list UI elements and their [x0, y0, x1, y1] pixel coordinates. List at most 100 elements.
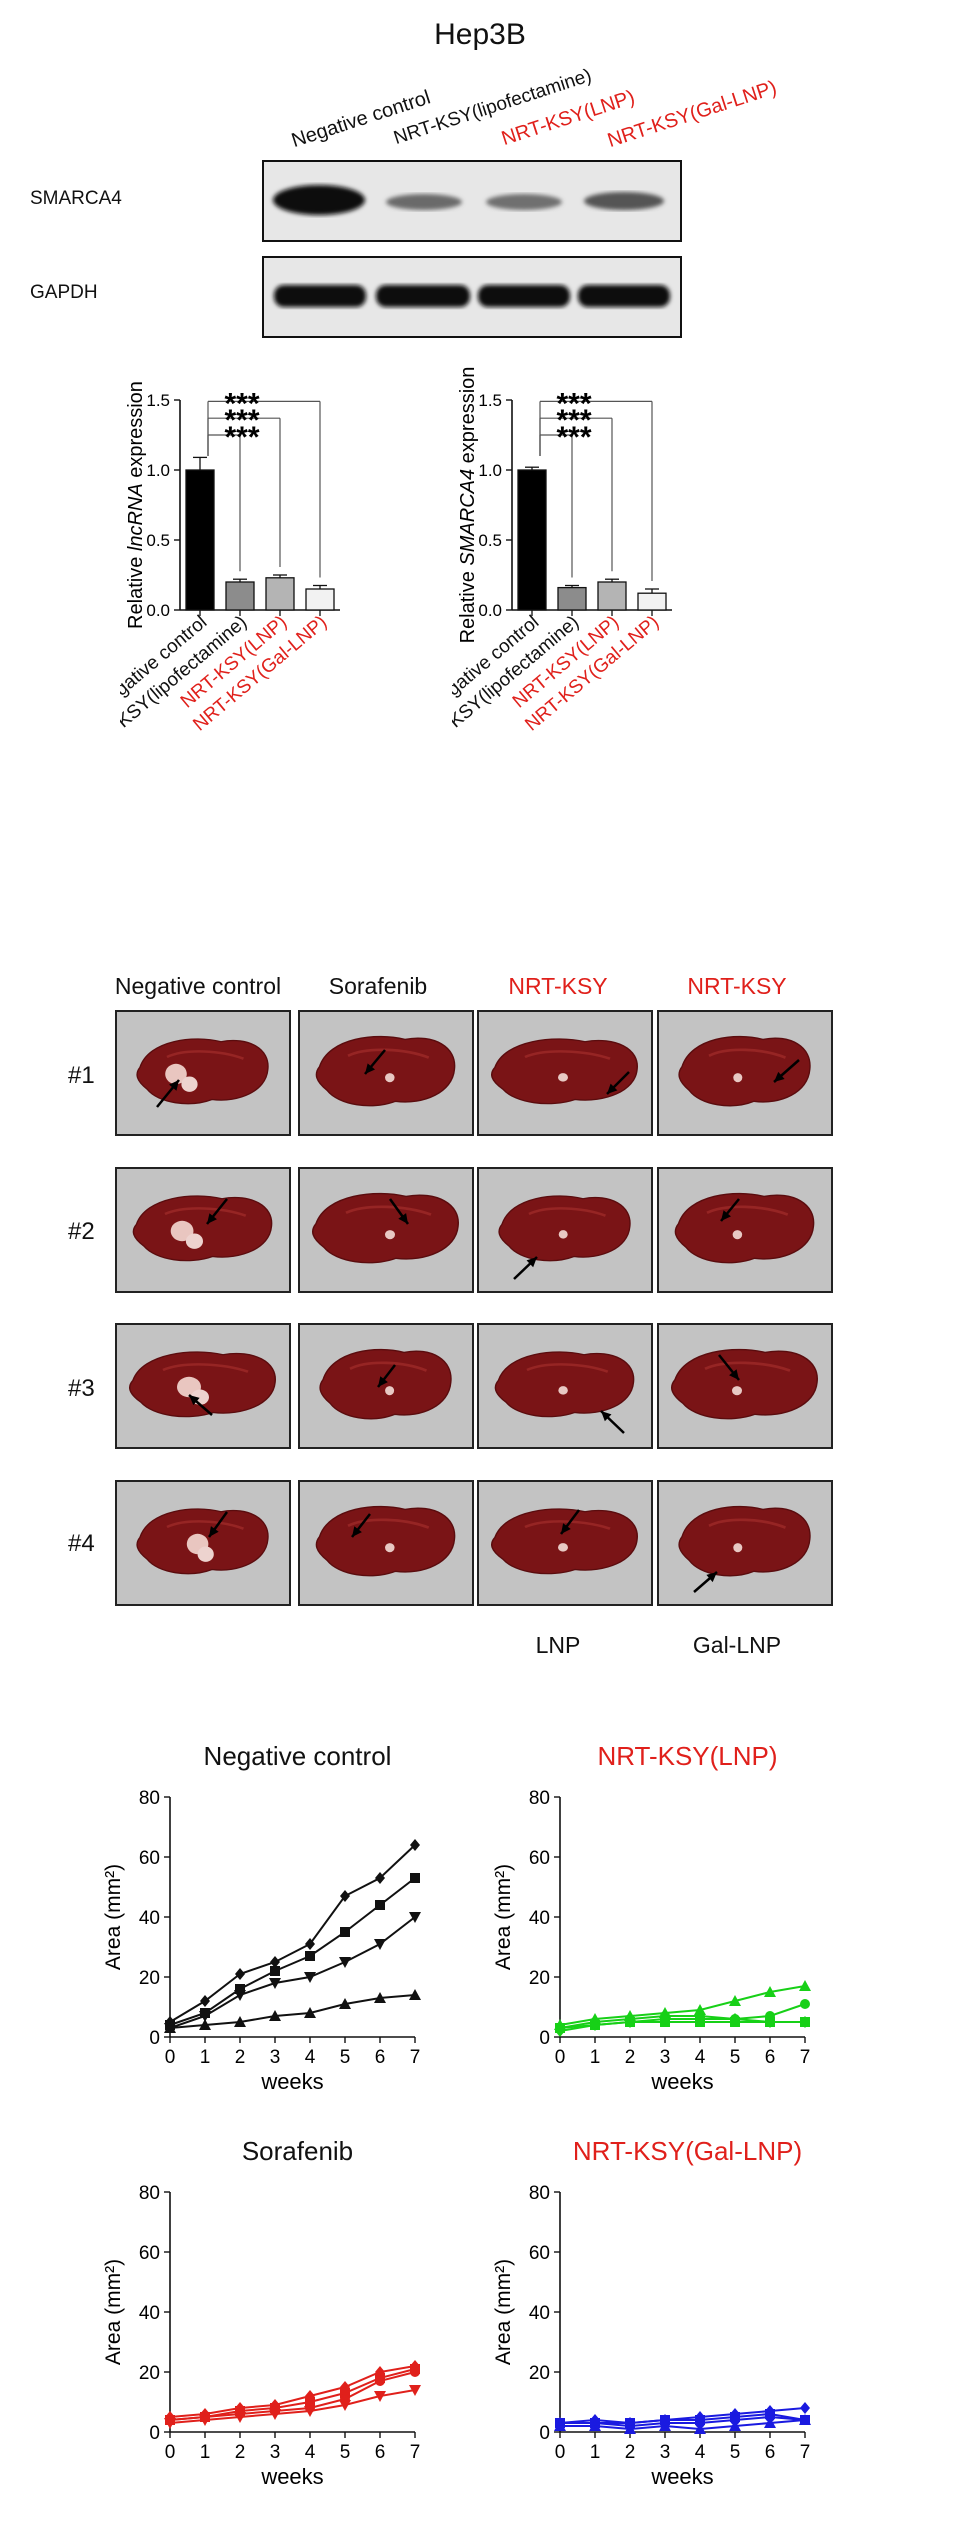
liver-highlight	[708, 1518, 787, 1529]
liver-body	[319, 1348, 452, 1420]
data-point-diamond	[695, 2013, 705, 2025]
liver-highlight	[345, 1205, 432, 1216]
chart-title: NRT-KSY(Gal-LNP)	[573, 2136, 802, 2166]
data-point-square	[410, 1873, 420, 1883]
liver-image	[657, 1167, 833, 1293]
liver-body	[132, 1195, 273, 1262]
liver-body	[678, 1035, 811, 1107]
tumor-nodule	[732, 1230, 743, 1240]
series-line	[169, 1877, 416, 2026]
band-gapdh-1	[274, 285, 366, 307]
liver-image	[115, 1167, 291, 1293]
liver-highlight	[347, 1518, 430, 1529]
x-tick-label: 4	[305, 2442, 316, 2463]
liver-body	[674, 1192, 815, 1264]
y-axis-label: Area (mm²)	[492, 1864, 515, 1970]
liver-image	[115, 1323, 291, 1449]
x-tick-label: 5	[730, 2442, 741, 2463]
liver-highlight	[166, 1520, 245, 1530]
data-point-diamond	[765, 2016, 775, 2028]
tumor-nodule	[732, 1386, 742, 1396]
liver-shape	[136, 1508, 269, 1575]
data-point-triangle-down	[234, 2412, 246, 2423]
band-gapdh-3	[478, 285, 570, 307]
data-point-triangle-down	[234, 1990, 246, 2001]
liver-shape	[678, 1505, 811, 1593]
data-point-square	[305, 1951, 315, 1961]
data-point-triangle-up	[374, 1992, 386, 2003]
liver-group	[490, 1038, 638, 1105]
data-point-triangle-down	[374, 1939, 386, 1950]
data-point-triangle-up	[729, 1995, 741, 2006]
liver-group	[490, 1508, 638, 1575]
x-tick-label: 1	[590, 2047, 601, 2068]
arrow-head	[169, 1080, 179, 1091]
liver-shape	[315, 1505, 456, 1577]
bar	[185, 469, 215, 611]
series-line	[169, 2365, 416, 2418]
liver-highlight	[162, 1363, 249, 1373]
footer-label-lnp: LNP	[535, 1632, 581, 1658]
liver-body	[494, 1351, 635, 1418]
arrow-head	[378, 1376, 388, 1387]
y-tick-label: 20	[139, 2363, 160, 2384]
data-point-diamond	[305, 1938, 315, 1950]
series-line	[560, 2419, 806, 2431]
blot-smarca4-bands	[273, 185, 664, 215]
data-point-triangle-up	[409, 1989, 421, 2000]
row-label-4: #4	[68, 1530, 95, 1557]
x-tick-label: 0	[555, 2442, 566, 2463]
data-point-square	[340, 1927, 350, 1937]
column-header-sorafenib: Sorafenib	[328, 973, 428, 999]
tumor-nodule	[170, 1220, 194, 1242]
x-tick-label: 6	[765, 2047, 776, 2068]
data-point-diamond	[340, 1890, 350, 1902]
data-point-triangle-down	[199, 2415, 211, 2426]
liver-highlight	[704, 1361, 791, 1372]
y-tick-label: 0	[149, 2028, 160, 2049]
liver-highlight	[524, 1520, 611, 1530]
y-tick-label: 60	[139, 1848, 160, 1869]
tumor-nodule	[385, 1230, 395, 1240]
liver-shape	[136, 1038, 269, 1108]
liver-shape	[319, 1348, 452, 1420]
data-point-square	[340, 2388, 350, 2398]
x-tick-label: 7	[410, 2442, 421, 2463]
bar-chart-smarca4: Relative SMARCA4 expression0.00.51.01.5N…	[452, 367, 672, 761]
x-axis-label: weeks	[260, 2464, 323, 2489]
liver-highlight	[524, 1050, 611, 1060]
line-chart-nrt-ksy-lnp: NRT-KSY(LNP) Area (mm²) 0 20 40 60 80 0 1 2 3 4 5 6 7 w…	[492, 1741, 811, 2094]
data-point-triangle-down	[269, 1978, 281, 1989]
data-point-triangle-up	[624, 2423, 636, 2434]
x-tick-label: 5	[730, 2047, 741, 2068]
y-tick-label: 0.0	[146, 601, 170, 620]
y-tick-label: 60	[529, 1848, 550, 1869]
liver-shape	[132, 1195, 273, 1262]
liver-highlight	[526, 1363, 609, 1373]
data-point-square	[270, 1966, 280, 1976]
arrow-head	[706, 1572, 717, 1583]
x-tick-label: 6	[765, 2442, 776, 2463]
liver-group	[674, 1192, 815, 1264]
data-point-triangle-down	[339, 2400, 351, 2411]
bar	[265, 577, 295, 611]
data-point-triangle-up	[304, 2007, 316, 2018]
data-point-triangle-up	[234, 2016, 246, 2027]
liver-body	[498, 1195, 631, 1262]
data-point-diamond	[555, 2025, 565, 2037]
bar	[597, 581, 627, 611]
data-point-triangle-up	[269, 2010, 281, 2021]
liver-shape	[498, 1195, 631, 1280]
arrow-head	[189, 1395, 200, 1406]
bar	[557, 586, 587, 611]
liver-highlight	[708, 1048, 787, 1059]
bar-chart-lncrna: Relative lncRNA expression0.00.51.01.5Ne…	[120, 381, 340, 761]
data-point-triangle-down	[409, 1912, 421, 1923]
y-tick-label: 0.5	[478, 531, 502, 550]
data-point-diamond	[375, 1872, 385, 1884]
arrow-head	[207, 1213, 217, 1224]
arrow-head	[209, 1526, 219, 1537]
liver-image	[298, 1010, 474, 1136]
column-header-nrt-ksy-gal-lnp: NRT-KSY	[687, 973, 787, 999]
blot-gapdh	[262, 256, 682, 338]
